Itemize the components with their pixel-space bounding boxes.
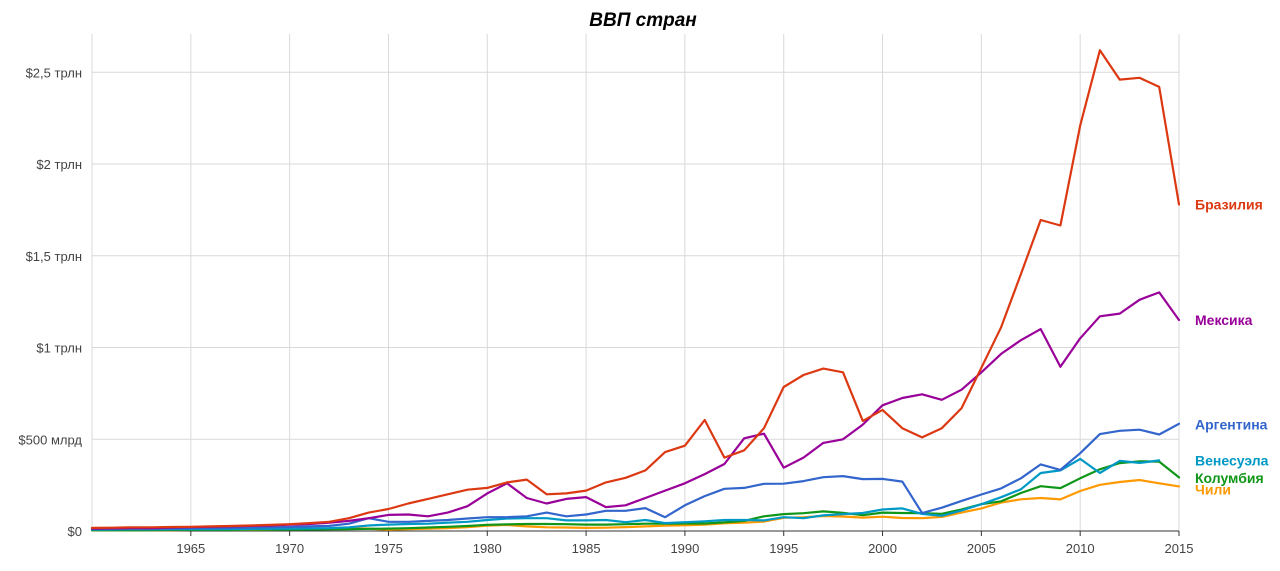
series-line-1 [90,49,1181,529]
series-line-5 [90,460,1181,532]
y-tick-label: $2,5 трлн [26,65,82,80]
x-tick-label: 1990 [670,541,699,556]
x-tick-label: 2005 [967,541,996,556]
x-tick-label: 1995 [769,541,798,556]
series-label-5: Колумбия [1195,470,1264,486]
x-axis-ticks: 1965 1970 1975 1980 1985 1990 1995 2000 2005 2010… [176,541,1193,556]
axes [92,530,1180,536]
y-tick-label: $0 [68,524,82,539]
grid-lines [91,34,1180,531]
x-tick-label: 1985 [572,541,601,556]
x-tick-label: 2000 [868,541,897,556]
chart-title: ВВП стран [589,10,697,31]
series-line-3 [90,422,1181,530]
x-tick-label: 1970 [275,541,304,556]
series-labels: Бразилия Мексика Аргентина Венесуэла Колумби… [1195,196,1269,497]
series-lines [90,49,1181,532]
x-tick-label: 2015 [1165,541,1194,556]
y-axis-ticks: $0 $500 млрд $1 трлн $1,5 трлн $2 трлн $2,5 т… [18,65,82,539]
x-tick-label: 1965 [176,541,205,556]
series-label-3: Аргентина [1195,417,1268,433]
series-line-4 [90,457,1161,531]
y-tick-label: $1,5 трлн [26,249,82,264]
series-line-2 [90,291,1181,530]
x-tick-label: 2010 [1066,541,1095,556]
y-tick-label: $1 трлн [36,341,82,356]
series-label-1: Бразилия [1195,196,1263,212]
x-tick-label: 1975 [374,541,403,556]
series-label-6: Чили [1195,482,1231,498]
series-label-4: Венесуэла [1195,452,1269,468]
x-tick-label: 1980 [473,541,502,556]
y-tick-label: $2 трлн [36,157,82,172]
series-line-6 [90,478,1181,532]
y-tick-label: $500 млрд [18,432,82,447]
series-label-2: Мексика [1195,312,1253,328]
